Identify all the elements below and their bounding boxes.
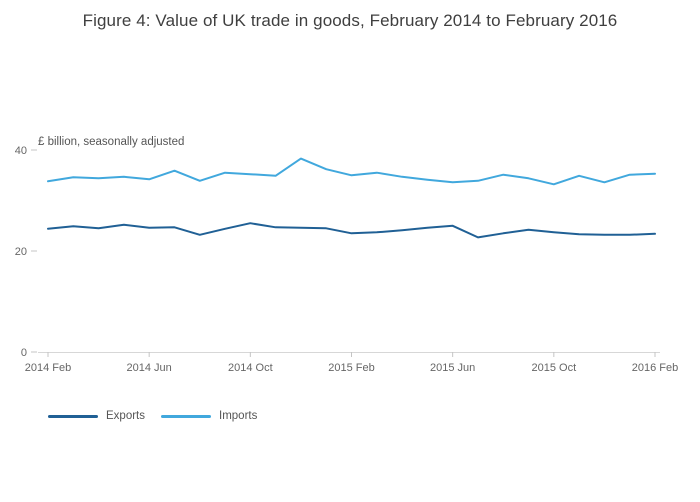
y-axis-note: £ billion, seasonally adjusted [38, 136, 185, 148]
legend: Exports Imports [48, 410, 257, 422]
legend-item-exports[interactable]: Exports [48, 410, 145, 422]
x-tick-label: 2015 Jun [430, 362, 475, 374]
y-tick-label: 40 [15, 145, 27, 157]
y-tick-label: 0 [21, 347, 27, 359]
imports-line-swatch [161, 414, 211, 418]
x-tick-label: 2014 Jun [127, 362, 172, 374]
x-tick-label: 2016 Feb [632, 362, 678, 374]
legend-item-imports[interactable]: Imports [161, 410, 257, 422]
x-tick-label: 2014 Oct [228, 362, 273, 374]
x-tick-label: 2015 Oct [532, 362, 577, 374]
chart-title: Figure 4: Value of UK trade in goods, Fe… [82, 11, 618, 30]
exports-line-swatch [48, 414, 98, 418]
legend-label-exports: Exports [106, 410, 145, 422]
exports-line [47, 222, 656, 239]
y-tick-label: 20 [15, 246, 27, 258]
x-tick-label: 2014 Feb [25, 362, 71, 374]
imports-line [47, 157, 656, 186]
x-tick-label: 2015 Feb [328, 362, 374, 374]
legend-label-imports: Imports [219, 410, 258, 422]
